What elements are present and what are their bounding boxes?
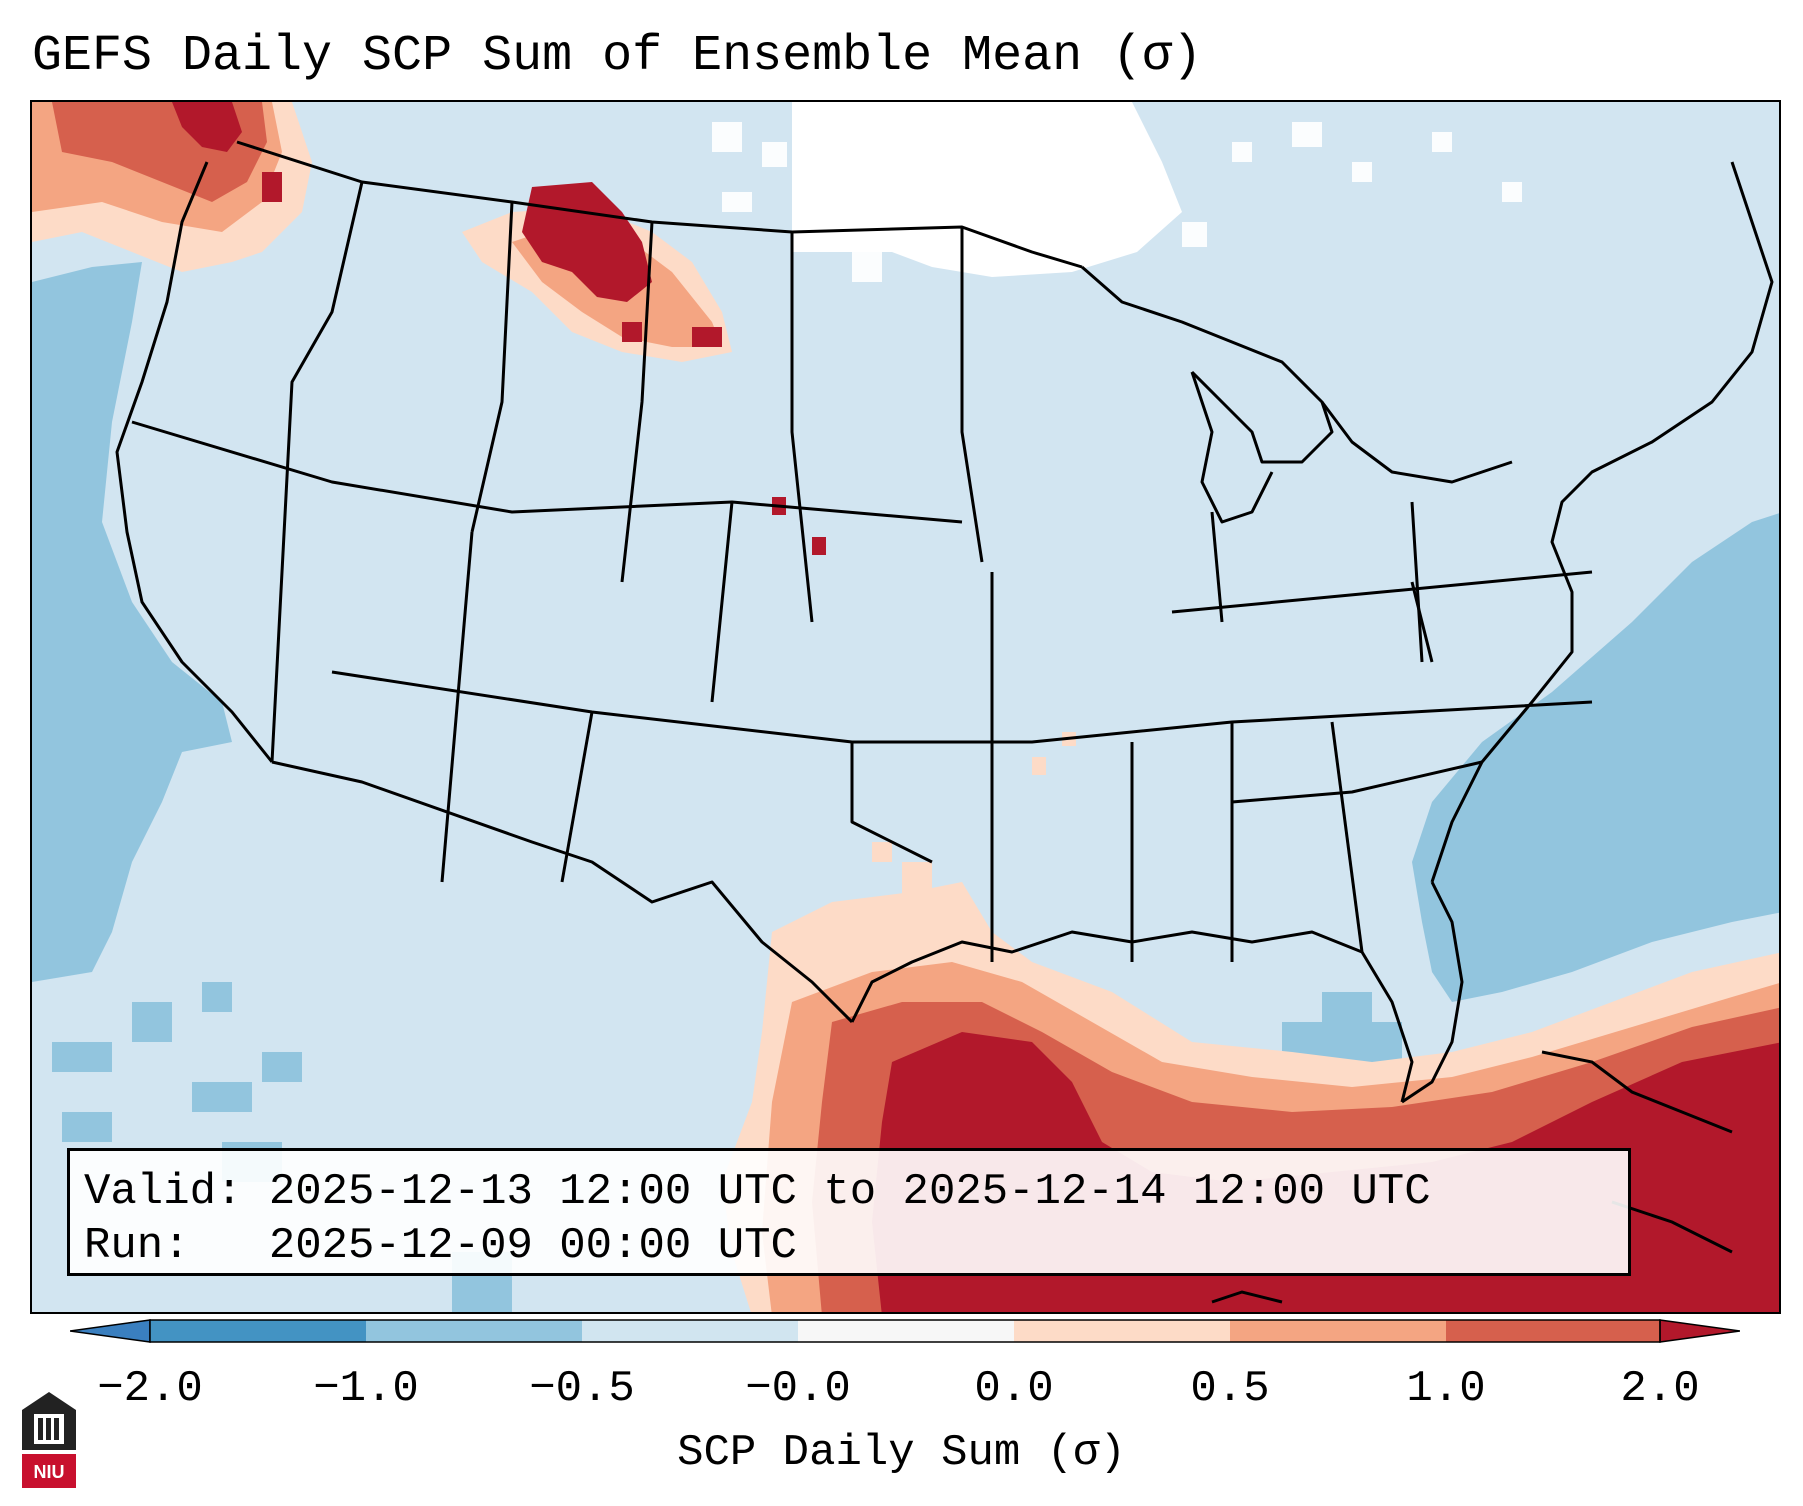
colorbar-bin-m2-m1	[150, 1320, 366, 1342]
colorbar-tick-label: −0.0	[745, 1364, 851, 1414]
colorbar-tick-label: 1.0	[1406, 1364, 1486, 1414]
colorbar-tick-label: 0.5	[1190, 1364, 1270, 1414]
map-boundaries	[115, 140, 1774, 1104]
montana-positive-anomaly-max	[522, 182, 722, 347]
atlantic-negative-anomaly	[1412, 513, 1779, 1002]
colorbar-bin-1-2	[1446, 1320, 1660, 1342]
map-panel: Valid: 2025-12-13 12:00 UTC to 2025-12-1…	[30, 100, 1781, 1314]
niu-logo-text: NIU	[34, 1462, 65, 1482]
niu-logo: NIU	[22, 1392, 76, 1488]
colorbar-bin-m0-0	[798, 1320, 1014, 1342]
colorbar-tick-label: −2.0	[97, 1364, 203, 1414]
colorbar-tick-label: −1.0	[313, 1364, 419, 1414]
colorbar	[70, 1319, 1740, 1343]
valid-run-infobox: Valid: 2025-12-13 12:00 UTC to 2025-12-1…	[67, 1148, 1631, 1276]
colorbar-label: SCP Daily Sum (σ)	[677, 1428, 1126, 1478]
no-data-region-north	[792, 102, 1182, 277]
colorbar-tick-label: 2.0	[1620, 1364, 1700, 1414]
nebraska-positive-cells	[772, 497, 826, 555]
colorbar-extend-low	[70, 1319, 151, 1343]
colorbar-bin-0-05	[1014, 1320, 1230, 1342]
run-time-text: Run: 2025-12-09 00:00 UTC	[84, 1221, 797, 1271]
colorbar-bin-m05-m0	[582, 1320, 798, 1342]
pacific-negative-anomaly	[32, 262, 232, 982]
valid-time-text: Valid: 2025-12-13 12:00 UTC to 2025-12-1…	[84, 1167, 1431, 1217]
colorbar-bin-m1-m05	[366, 1320, 582, 1342]
caribbean-islands	[1211, 1050, 1733, 1304]
colorbar-bin-05-1	[1230, 1320, 1446, 1342]
map-title: GEFS Daily SCP Sum of Ensemble Mean (σ)	[32, 28, 1203, 85]
texas-positive-patches	[872, 732, 1076, 922]
colorbar-extend-high	[1659, 1319, 1740, 1343]
colorbar-tick-label: −0.5	[529, 1364, 635, 1414]
no-data-patches	[712, 122, 1522, 282]
scp-field-map	[32, 102, 1779, 1312]
colorbar-tick-label: 0.0	[974, 1364, 1054, 1414]
pnw-positive-anomaly-max	[172, 102, 282, 202]
pacific-negative-patches	[52, 982, 512, 1312]
